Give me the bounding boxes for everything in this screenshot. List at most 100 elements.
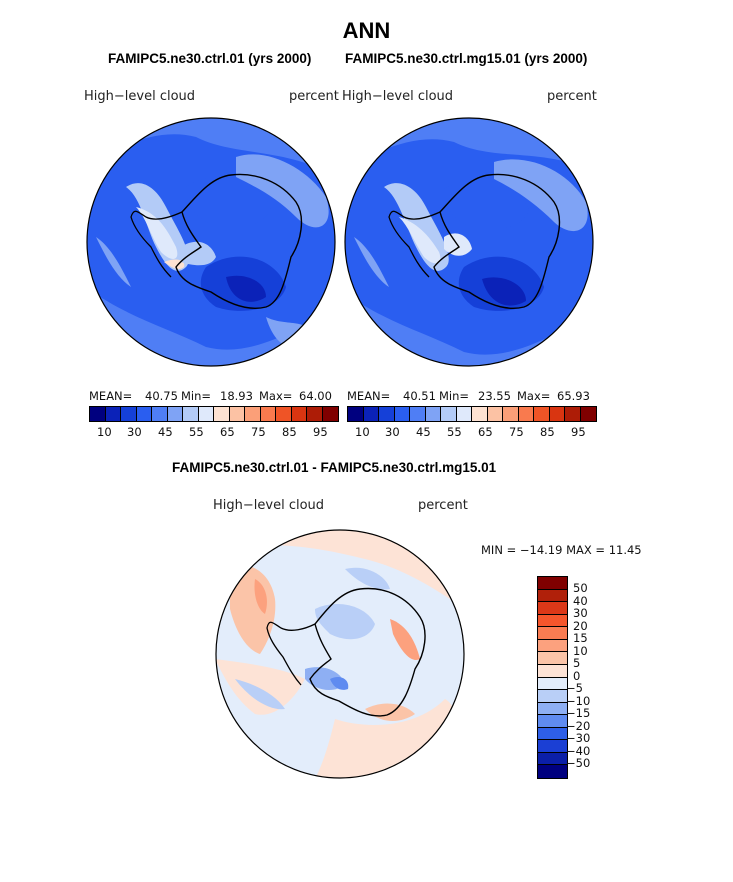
panel-1-variable-label: High−level cloud	[84, 89, 196, 104]
colorbar-swatch	[538, 752, 567, 766]
difference-units-label: percent	[418, 498, 468, 513]
colorbar-swatch	[538, 652, 567, 665]
colorbar-swatch	[538, 639, 567, 653]
colorbar-swatch	[538, 664, 567, 678]
difference-tick-label: 0	[573, 669, 581, 683]
page-title: ANN	[342, 18, 391, 43]
colorbar-swatch	[322, 407, 338, 421]
colorbar-swatch	[538, 765, 567, 778]
difference-tick-label: −5	[566, 681, 583, 695]
colorbar-swatch	[538, 727, 567, 741]
panel-1-mean-value: 40.75	[145, 389, 178, 403]
colorbar-swatch	[394, 407, 410, 421]
colorbar-swatch	[538, 715, 567, 728]
difference-tick-label: 40	[573, 594, 588, 608]
panel-1-tick-label: 75	[251, 425, 266, 439]
difference-polar-map	[215, 529, 465, 779]
colorbar-swatch	[105, 407, 121, 421]
difference-colorbar	[537, 576, 568, 779]
panel-1-max-value: 64.00	[299, 389, 332, 403]
colorbar-swatch	[538, 690, 567, 703]
difference-tick-label: 30	[573, 606, 588, 620]
panel-1-tick-label: 45	[158, 425, 173, 439]
panel-2-units-label: percent	[547, 89, 597, 104]
colorbar-swatch	[518, 407, 534, 421]
panel-2-mean-value: 40.51	[403, 389, 436, 403]
difference-tick-label: −15	[566, 706, 591, 720]
panel-2-tick-label: 85	[540, 425, 555, 439]
colorbar-swatch	[90, 407, 106, 421]
difference-tick-label: −20	[566, 719, 591, 733]
colorbar-swatch	[538, 614, 567, 628]
colorbar-swatch	[538, 602, 567, 615]
colorbar-swatch	[136, 407, 152, 421]
panel-2-colorbar	[347, 406, 597, 422]
difference-variable-label: High−level cloud	[213, 498, 325, 513]
panel-1-tick-label: 95	[313, 425, 328, 439]
panel-2-min-label: Min=	[439, 389, 470, 403]
colorbar-swatch	[348, 407, 364, 421]
panel-2-min-value: 23.55	[478, 389, 511, 403]
panel-2-tick-label: 55	[447, 425, 462, 439]
panel-2-tick-label: 10	[355, 425, 370, 439]
panel-2-mean-label: MEAN=	[347, 389, 391, 403]
colorbar-swatch	[487, 407, 503, 421]
difference-tick-label: −40	[566, 744, 591, 758]
panel-1-tick-label: 55	[189, 425, 204, 439]
colorbar-swatch	[183, 407, 199, 421]
colorbar-swatch	[549, 407, 565, 421]
colorbar-swatch	[245, 407, 261, 421]
panel-1-mean-label: MEAN=	[89, 389, 133, 403]
difference-title: FAMIPC5.ne30.ctrl.01 - FAMIPC5.ne30.ctrl…	[172, 460, 497, 475]
panel-1-units-label: percent	[289, 89, 339, 104]
panel-2-max-label: Max=	[517, 389, 551, 403]
colorbar-swatch	[291, 407, 307, 421]
colorbar-swatch	[229, 407, 245, 421]
difference-tick-label: 15	[573, 631, 588, 645]
colorbar-swatch	[538, 677, 567, 691]
colorbar-swatch	[538, 627, 567, 640]
colorbar-swatch	[198, 407, 214, 421]
panel-2-variable-label: High−level cloud	[342, 89, 454, 104]
colorbar-swatch	[410, 407, 426, 421]
difference-tick-label: 10	[573, 644, 588, 658]
colorbar-swatch	[121, 407, 137, 421]
colorbar-swatch	[538, 589, 567, 603]
panel-2-tick-label: 65	[478, 425, 493, 439]
panel-1-max-label: Max=	[259, 389, 293, 403]
panel-1-tick-label: 30	[127, 425, 142, 439]
difference-tick-label: −30	[566, 731, 591, 745]
colorbar-swatch	[425, 407, 441, 421]
colorbar-swatch	[538, 702, 567, 716]
colorbar-swatch	[379, 407, 395, 421]
difference-tick-label: 50	[573, 581, 588, 595]
panel-1-min-value: 18.93	[220, 389, 253, 403]
panel-1-title: FAMIPC5.ne30.ctrl.01 (yrs 2000)	[108, 51, 312, 66]
colorbar-swatch	[534, 407, 550, 421]
difference-tick-label: 5	[573, 656, 581, 670]
panel-2-tick-label: 95	[571, 425, 586, 439]
panel-1-min-label: Min=	[181, 389, 212, 403]
colorbar-swatch	[456, 407, 472, 421]
colorbar-swatch	[214, 407, 230, 421]
panel-1-colorbar	[89, 406, 339, 422]
difference-tick-label: −50	[566, 756, 591, 770]
panel-1-tick-label: 85	[282, 425, 297, 439]
colorbar-swatch	[565, 407, 581, 421]
panel-1-polar-map	[86, 117, 336, 367]
colorbar-swatch	[276, 407, 292, 421]
colorbar-swatch	[580, 407, 596, 421]
colorbar-swatch	[260, 407, 276, 421]
panel-2-tick-label: 75	[509, 425, 524, 439]
panel-2-title: FAMIPC5.ne30.ctrl.mg15.01 (yrs 2000)	[345, 51, 588, 66]
colorbar-swatch	[538, 577, 567, 590]
colorbar-swatch	[503, 407, 519, 421]
panel-2-max-value: 65.93	[557, 389, 590, 403]
colorbar-swatch	[363, 407, 379, 421]
panel-2-tick-label: 30	[385, 425, 400, 439]
colorbar-swatch	[167, 407, 183, 421]
colorbar-swatch	[307, 407, 323, 421]
colorbar-swatch	[538, 740, 567, 753]
difference-min-max: MIN = −14.19 MAX = 11.45	[481, 543, 642, 557]
panel-2-polar-map	[344, 117, 594, 367]
